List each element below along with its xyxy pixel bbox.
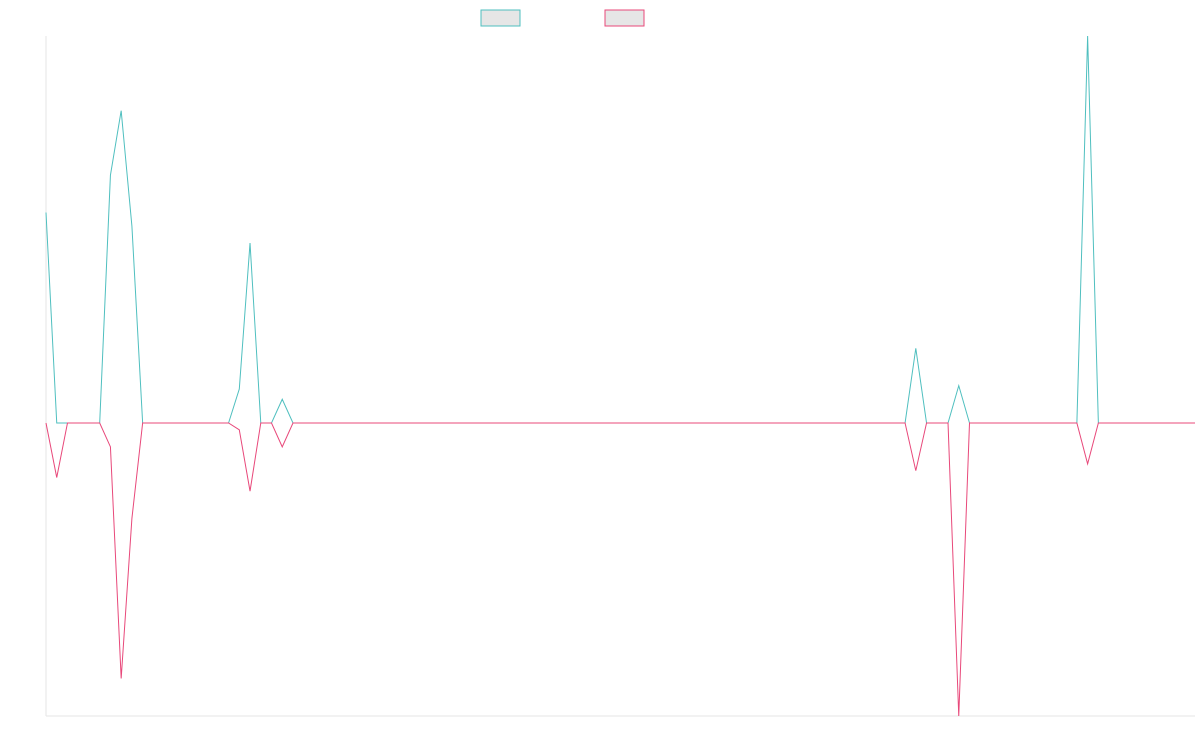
series-layer: [45, 35, 1195, 717]
series-2-line: [45, 422, 1195, 717]
series-1-line: [45, 35, 1195, 424]
legend-swatch-series-1[interactable]: [480, 9, 521, 27]
legend[interactable]: [480, 9, 645, 27]
legend-swatch-series-2[interactable]: [604, 9, 645, 27]
